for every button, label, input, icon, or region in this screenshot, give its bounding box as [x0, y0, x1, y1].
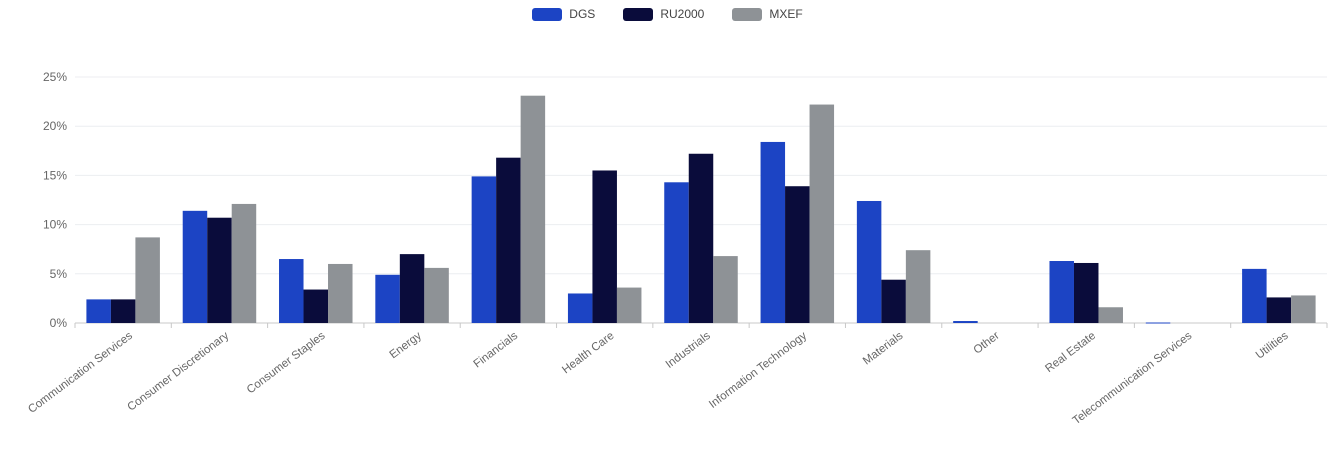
bar	[279, 259, 304, 323]
x-tick-label: Industrials	[664, 330, 713, 371]
bar	[86, 299, 111, 323]
bar	[135, 237, 160, 323]
y-tick-label: 15%	[43, 168, 67, 182]
y-tick-label: 5%	[50, 267, 68, 281]
legend-label: RU2000	[660, 7, 705, 21]
bar	[1242, 268, 1267, 323]
bar	[1145, 322, 1171, 324]
bar	[616, 287, 642, 323]
bar	[905, 250, 931, 323]
x-tick-label: Financials	[472, 330, 521, 371]
x-tick-label: Energy	[388, 330, 425, 362]
bar	[328, 263, 353, 323]
y-tick-label: 10%	[43, 218, 67, 232]
bar	[375, 274, 400, 323]
y-tick-label: 25%	[43, 70, 67, 84]
bar	[809, 104, 835, 323]
bar	[1266, 297, 1292, 323]
legend-label: DGS	[569, 7, 596, 21]
x-tick-label: Information Technology	[707, 330, 809, 411]
bar	[110, 299, 136, 323]
bar	[399, 254, 425, 323]
bar	[592, 170, 617, 323]
bar	[881, 279, 906, 323]
bar	[1049, 261, 1074, 323]
x-tick-label: Consumer Staples	[245, 330, 328, 397]
bar	[664, 182, 689, 323]
x-tick-label: Consumer Discretionary	[126, 330, 232, 414]
x-tick-label: Utilities	[1254, 330, 1291, 362]
bar	[424, 267, 449, 323]
bar	[785, 186, 810, 323]
bar	[496, 157, 521, 323]
y-tick-label: 0%	[50, 316, 68, 330]
x-tick-label: Materials	[861, 330, 906, 368]
legend-item[interactable]: MXEF	[732, 7, 803, 21]
bar	[760, 141, 786, 323]
legend-item[interactable]: RU2000	[623, 7, 704, 21]
bar	[953, 321, 978, 323]
x-tick-label: Real Estate	[1043, 330, 1098, 375]
bar	[1073, 262, 1099, 323]
bar	[182, 210, 208, 323]
legend-swatch	[732, 7, 763, 21]
bar	[1098, 307, 1123, 323]
bar	[567, 293, 593, 323]
bar	[688, 153, 714, 323]
x-tick-label: Communication Services	[26, 330, 135, 416]
bar	[713, 256, 738, 323]
bar	[303, 289, 329, 323]
legend-label: MXEF	[769, 7, 803, 21]
bar	[207, 217, 232, 323]
bar	[520, 95, 546, 323]
bar	[1291, 295, 1316, 323]
legend-item[interactable]: DGS	[532, 7, 595, 21]
bar	[856, 200, 882, 323]
legend-swatch	[532, 7, 563, 21]
legend: DGS RU2000 MXEF	[0, 7, 1335, 21]
x-tick-label: Other	[972, 330, 1002, 357]
bar	[231, 203, 257, 323]
y-tick-label: 20%	[43, 119, 67, 133]
x-tick-label: Health Care	[560, 330, 616, 377]
legend-swatch	[623, 7, 654, 21]
bar	[471, 176, 497, 323]
